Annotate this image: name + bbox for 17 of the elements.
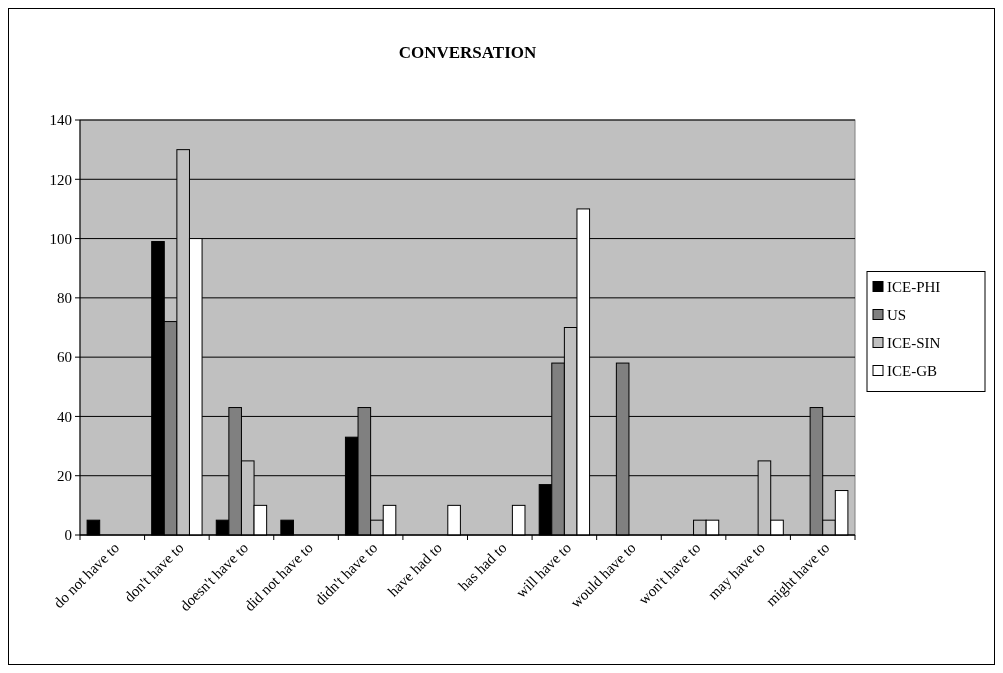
legend-label: ICE-GB — [887, 362, 937, 379]
x-tick-label: will have to — [512, 539, 575, 601]
y-tick-label: 120 — [49, 171, 72, 188]
x-tick-label: won't have to — [635, 539, 704, 608]
y-tick-label: 40 — [57, 408, 72, 425]
y-tick-label: 140 — [49, 112, 72, 129]
x-tick-label: has had to — [455, 539, 510, 594]
x-tick-label: may have to — [704, 539, 768, 603]
legend-label: ICE-PHI — [887, 278, 941, 295]
legend-label: ICE-SIN — [887, 334, 941, 351]
x-tick-label: have had to — [384, 539, 446, 600]
legend-label: US — [887, 306, 907, 323]
y-tick-label: 60 — [57, 349, 72, 366]
y-tick-label: 20 — [57, 467, 72, 484]
y-tick-label: 100 — [49, 230, 72, 247]
chart-title: CONVERSATION — [398, 43, 538, 62]
y-tick-label: 80 — [57, 290, 72, 307]
